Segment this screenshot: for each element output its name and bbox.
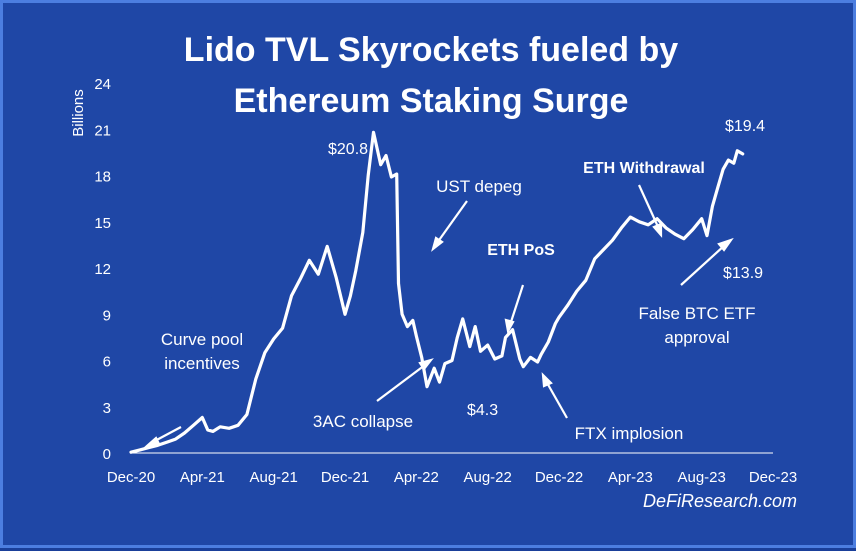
- annotation-3ac-collapse: 3AC collapse: [313, 412, 413, 431]
- y-tick-label: 12: [94, 261, 111, 278]
- x-tick-label: Dec-20: [107, 469, 155, 486]
- annotation-ftx-implosion: FTX implosion: [575, 424, 684, 443]
- arrow-ftx-implosion: [545, 380, 568, 419]
- arrowhead-curve-pool: [143, 436, 161, 448]
- chart-title-line1: Lido TVL Skyrockets fueled by: [184, 31, 678, 69]
- arrow-ust-depeg: [436, 200, 468, 244]
- annotation-false-btc-etf-2: approval: [664, 328, 729, 347]
- point-label-peak: $20.8: [328, 141, 368, 158]
- x-tick-label: Apr-23: [608, 469, 653, 486]
- point-label-dip: $13.9: [723, 265, 763, 282]
- x-tick-label: Dec-22: [535, 469, 583, 486]
- y-tick-label: 6: [103, 354, 111, 371]
- chart-title-line2: Ethereum Staking Surge: [234, 82, 629, 120]
- annotation-curve-pool-2: incentives: [164, 354, 240, 373]
- x-tick-label: Aug-23: [677, 469, 725, 486]
- x-tick-label: Apr-21: [180, 469, 225, 486]
- y-tick-label: 21: [94, 122, 111, 139]
- x-tick-label: Dec-23: [749, 469, 797, 486]
- x-tick-label: Apr-22: [394, 469, 439, 486]
- x-ticks: Dec-20 Apr-21 Aug-21 Dec-21 Apr-22 Aug-22 Dec-…: [107, 469, 797, 486]
- chart-canvas: Lido TVL Skyrockets fueled by Ethereum S…: [70, 31, 797, 511]
- y-tick-label: 9: [103, 307, 111, 324]
- annotation-false-btc-etf-1: False BTC ETF: [638, 304, 755, 323]
- y-tick-label: 24: [94, 76, 111, 93]
- arrowhead-eth-withdrawal: [652, 222, 663, 238]
- series-line-lido-tvl: [129, 130, 745, 454]
- y-axis-label: Billions: [70, 89, 87, 137]
- y-tick-label: 18: [94, 169, 111, 186]
- arrowhead-false-btc-etf: [717, 237, 734, 252]
- y-tick-label: 15: [94, 215, 111, 232]
- arrowhead-ust-depeg: [431, 236, 444, 252]
- watermark: DeFiResearch.com: [643, 491, 797, 511]
- y-tick-label: 0: [103, 446, 111, 463]
- arrowhead-3ac-collapse: [418, 358, 434, 371]
- annotation-ust-depeg: UST depeg: [436, 177, 522, 196]
- annotation-curve-pool-1: Curve pool: [161, 330, 243, 349]
- point-label-low: $4.3: [467, 402, 498, 419]
- annotation-eth-withdrawal: ETH Withdrawal: [583, 160, 705, 177]
- point-label-latest: $19.4: [725, 118, 765, 135]
- arrowhead-eth-pos: [504, 318, 515, 335]
- x-tick-label: Aug-21: [249, 469, 297, 486]
- arrow-false-btc-etf: [680, 244, 726, 286]
- x-tick-label: Dec-21: [321, 469, 369, 486]
- arrow-eth-pos: [508, 284, 525, 326]
- y-ticks: 0 3 6 9 12 15 18 21 24: [94, 76, 111, 463]
- annotation-eth-pos: ETH PoS: [487, 242, 555, 259]
- x-tick-label: Aug-22: [463, 469, 511, 486]
- arrowhead-ftx-implosion: [541, 372, 553, 388]
- arrow-eth-withdrawal: [637, 184, 661, 230]
- y-tick-label: 3: [103, 400, 111, 417]
- arrow-3ac-collapse: [376, 364, 426, 402]
